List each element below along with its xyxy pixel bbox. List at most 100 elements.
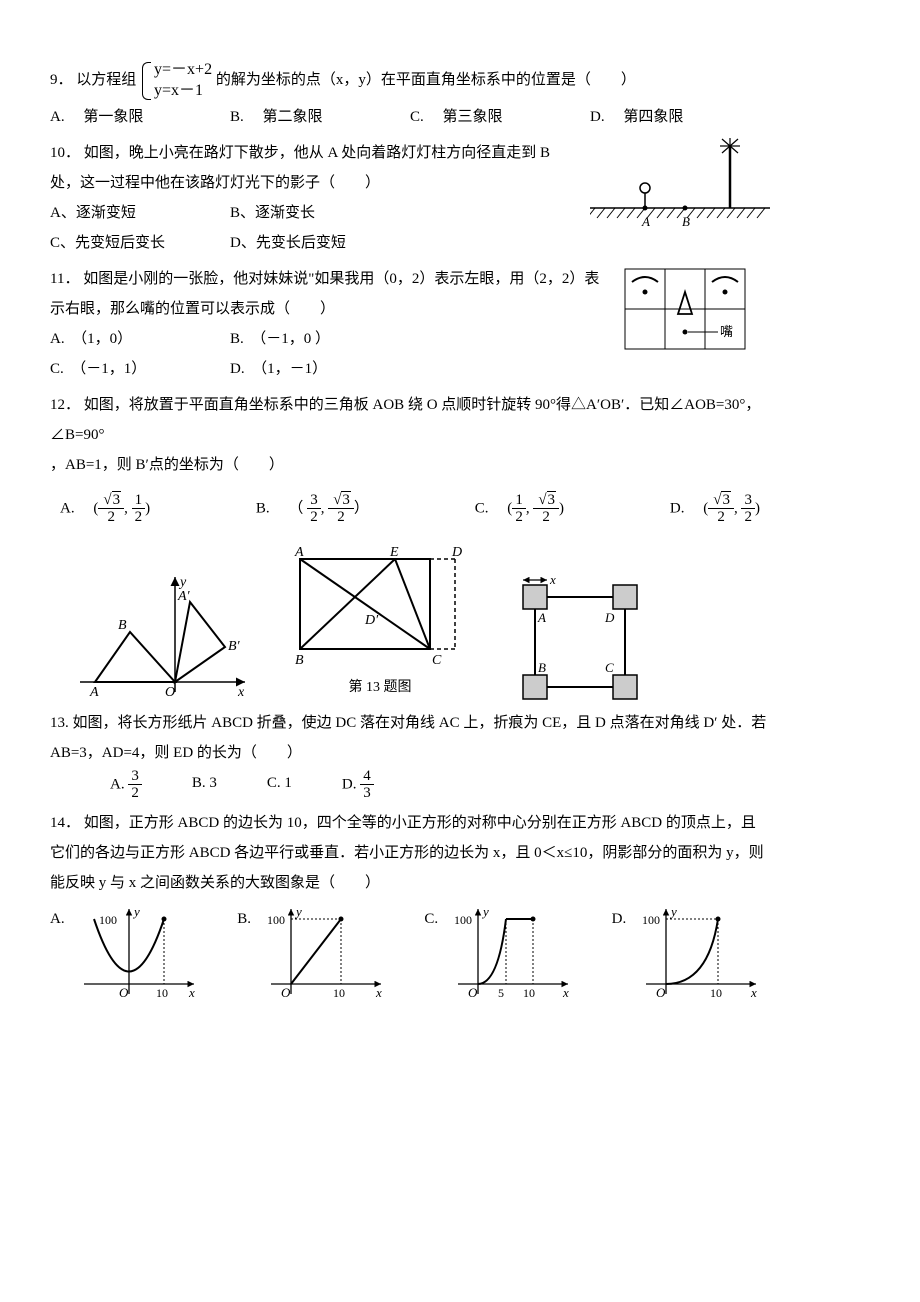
svg-text:A: A — [641, 214, 650, 228]
svg-text:O: O — [468, 985, 478, 1000]
question-9: 9． 以方程组 y=－x+2 y=x－1 的解为坐标的点（x，y）在平面直角坐标… — [50, 60, 770, 132]
svg-text:5: 5 — [498, 986, 504, 1000]
q9-option-b[interactable]: B. 第二象限 — [230, 102, 410, 132]
q14-option-d[interactable]: D. 100 y x O 10 — [612, 904, 770, 1004]
q10-options-row1: A、逐渐变短 B、逐渐变长 — [50, 198, 410, 228]
q14-option-a[interactable]: A. 100 y x O 10 — [50, 904, 208, 1004]
question-10: A B 10． 如图，晚上小亮在路灯下散步，他从 A 处向着路灯灯柱方向径直走到… — [50, 138, 770, 258]
q14-option-b[interactable]: B. 100 y x O 10 — [237, 904, 395, 1004]
svg-text:y: y — [132, 904, 140, 919]
q9-option-a[interactable]: A. 第一象限 — [50, 102, 230, 132]
svg-text:x: x — [750, 985, 757, 1000]
svg-text:x: x — [549, 572, 556, 587]
q13-stem: 如图，将长方形纸片 ABCD 折叠，使边 DC 落在对角线 AC 上，折痕为 C… — [50, 715, 766, 761]
svg-text:B: B — [538, 660, 546, 675]
svg-text:C: C — [605, 660, 614, 675]
svg-text:D′: D′ — [364, 613, 379, 628]
q13-figure-caption: 第 13 题图 — [290, 674, 470, 702]
q9-post: 的解为坐标的点（x，y）在平面直角坐标系中的位置是（ ） — [216, 72, 636, 88]
q13-figure: A E D B C D′ 第 13 题图 — [290, 544, 470, 702]
svg-text:O: O — [656, 985, 666, 1000]
q10-option-a[interactable]: A、逐渐变短 — [50, 198, 230, 228]
q12-option-c[interactable]: C. (12, 32) — [475, 492, 564, 526]
q11-option-c[interactable]: C. （－1，1） — [50, 354, 230, 384]
q12-number: 12． — [50, 397, 80, 413]
q11-options-row1: A. （1，0） B. （－1，0 ） — [50, 324, 410, 354]
svg-text:10: 10 — [710, 986, 722, 1000]
q11-option-b[interactable]: B. （－1，0 ） — [230, 324, 410, 354]
equation-system: y=－x+2 y=x－1 — [140, 60, 212, 102]
svg-text:E: E — [389, 545, 399, 560]
svg-text:B′: B′ — [228, 639, 241, 654]
svg-text:x: x — [375, 985, 382, 1000]
q10-stem: 如图，晚上小亮在路灯下散步，他从 A 处向着路灯灯柱方向径直走到 B 处，这一过… — [50, 145, 550, 191]
q11-options-row2: C. （－1，1） D. （1，－1） — [50, 354, 410, 384]
svg-text:y: y — [481, 904, 489, 919]
q9-option-c[interactable]: C. 第三象限 — [410, 102, 590, 132]
q12-option-a[interactable]: A. (32, 12) — [60, 492, 150, 526]
q11-stem: 如图是小刚的一张脸，他对妹妹说"如果我用（0，2）表示左眼，用（2，2）表示右眼… — [50, 271, 599, 317]
q14-figure: x A D B C — [510, 572, 660, 702]
svg-text:B: B — [682, 214, 690, 228]
svg-text:100: 100 — [99, 913, 117, 927]
svg-text:y: y — [178, 575, 187, 590]
q12-options: A. (32, 12) B. （ 32, 32） C. (12, 32) D. … — [50, 484, 770, 534]
q11-figure: 嘴 — [620, 264, 770, 359]
svg-text:D: D — [451, 545, 462, 560]
svg-text:x: x — [188, 985, 195, 1000]
q10-option-c[interactable]: C、先变短后变长 — [50, 228, 230, 258]
eq2: y=x－1 — [154, 81, 212, 102]
svg-text:100: 100 — [454, 913, 472, 927]
q9-pre: 以方程组 — [76, 72, 136, 88]
svg-text:嘴: 嘴 — [720, 324, 733, 339]
q11-option-d[interactable]: D. （1，－1） — [230, 354, 410, 384]
question-11: 嘴 11． 如图是小刚的一张脸，他对妹妹说"如果我用（0，2）表示左眼，用（2，… — [50, 264, 770, 384]
q9-options: A. 第一象限 B. 第二象限 C. 第三象限 D. 第四象限 — [50, 102, 770, 132]
q10-number: 10． — [50, 145, 80, 161]
q9-number: 9． — [50, 72, 73, 88]
svg-text:10: 10 — [333, 986, 345, 1000]
svg-text:C: C — [432, 653, 442, 668]
q12-stem1: 如图，将放置于平面直角坐标系中的三角板 AOB 绕 O 点顺时针旋转 90°得△… — [50, 397, 760, 443]
svg-text:100: 100 — [642, 913, 660, 927]
q9-option-d[interactable]: D. 第四象限 — [590, 102, 770, 132]
question-12: 12． 如图，将放置于平面直角坐标系中的三角板 AOB 绕 O 点顺时针旋转 9… — [50, 390, 770, 702]
q10-figure: A B — [590, 138, 770, 228]
eq1: y=－x+2 — [154, 60, 212, 81]
svg-text:100: 100 — [267, 913, 285, 927]
svg-text:B: B — [295, 653, 304, 668]
svg-text:x: x — [237, 685, 245, 700]
svg-text:O: O — [119, 985, 129, 1000]
question-13: 13. 如图，将长方形纸片 ABCD 折叠，使边 DC 落在对角线 AC 上，折… — [50, 708, 770, 802]
svg-text:10: 10 — [523, 986, 535, 1000]
svg-text:A′: A′ — [177, 589, 191, 604]
q12-figure: y x A B A′ B′ O — [80, 572, 250, 702]
q12-option-d[interactable]: D. (32, 32) — [670, 492, 760, 526]
q13-option-c[interactable]: C. 1 — [267, 768, 292, 802]
q13-number: 13. — [50, 715, 73, 731]
q10-option-b[interactable]: B、逐渐变长 — [230, 198, 410, 228]
svg-text:A: A — [89, 685, 99, 700]
question-14: 14． 如图，正方形 ABCD 的边长为 10，四个全等的小正方形的对称中心分别… — [50, 808, 770, 1004]
q13-option-d[interactable]: D. 43 — [342, 768, 374, 802]
svg-text:A: A — [537, 610, 546, 625]
q13-option-a[interactable]: A. 32 — [110, 768, 142, 802]
q10-options-row2: C、先变短后变长 D、先变长后变短 — [50, 228, 410, 258]
q13-options: A. 32 B. 3 C. 1 D. 43 — [50, 768, 770, 802]
svg-text:A: A — [294, 545, 304, 560]
q14-option-c[interactable]: C. 100 y x O 5 10 — [424, 904, 582, 1004]
q11-option-a[interactable]: A. （1，0） — [50, 324, 230, 354]
svg-text:D: D — [604, 610, 615, 625]
svg-text:O: O — [165, 685, 175, 700]
svg-text:y: y — [669, 904, 677, 919]
q14-number: 14． — [50, 815, 80, 831]
q13-option-b[interactable]: B. 3 — [192, 768, 217, 802]
q12-option-b[interactable]: B. （ 32, 32） — [256, 492, 369, 526]
svg-text:O: O — [281, 985, 291, 1000]
svg-text:y: y — [294, 904, 302, 919]
q14-stem: 如图，正方形 ABCD 的边长为 10，四个全等的小正方形的对称中心分别在正方形… — [50, 815, 764, 891]
q10-option-d[interactable]: D、先变长后变短 — [230, 228, 410, 258]
svg-text:B: B — [118, 618, 127, 633]
svg-text:x: x — [562, 985, 569, 1000]
q11-number: 11． — [50, 271, 79, 287]
